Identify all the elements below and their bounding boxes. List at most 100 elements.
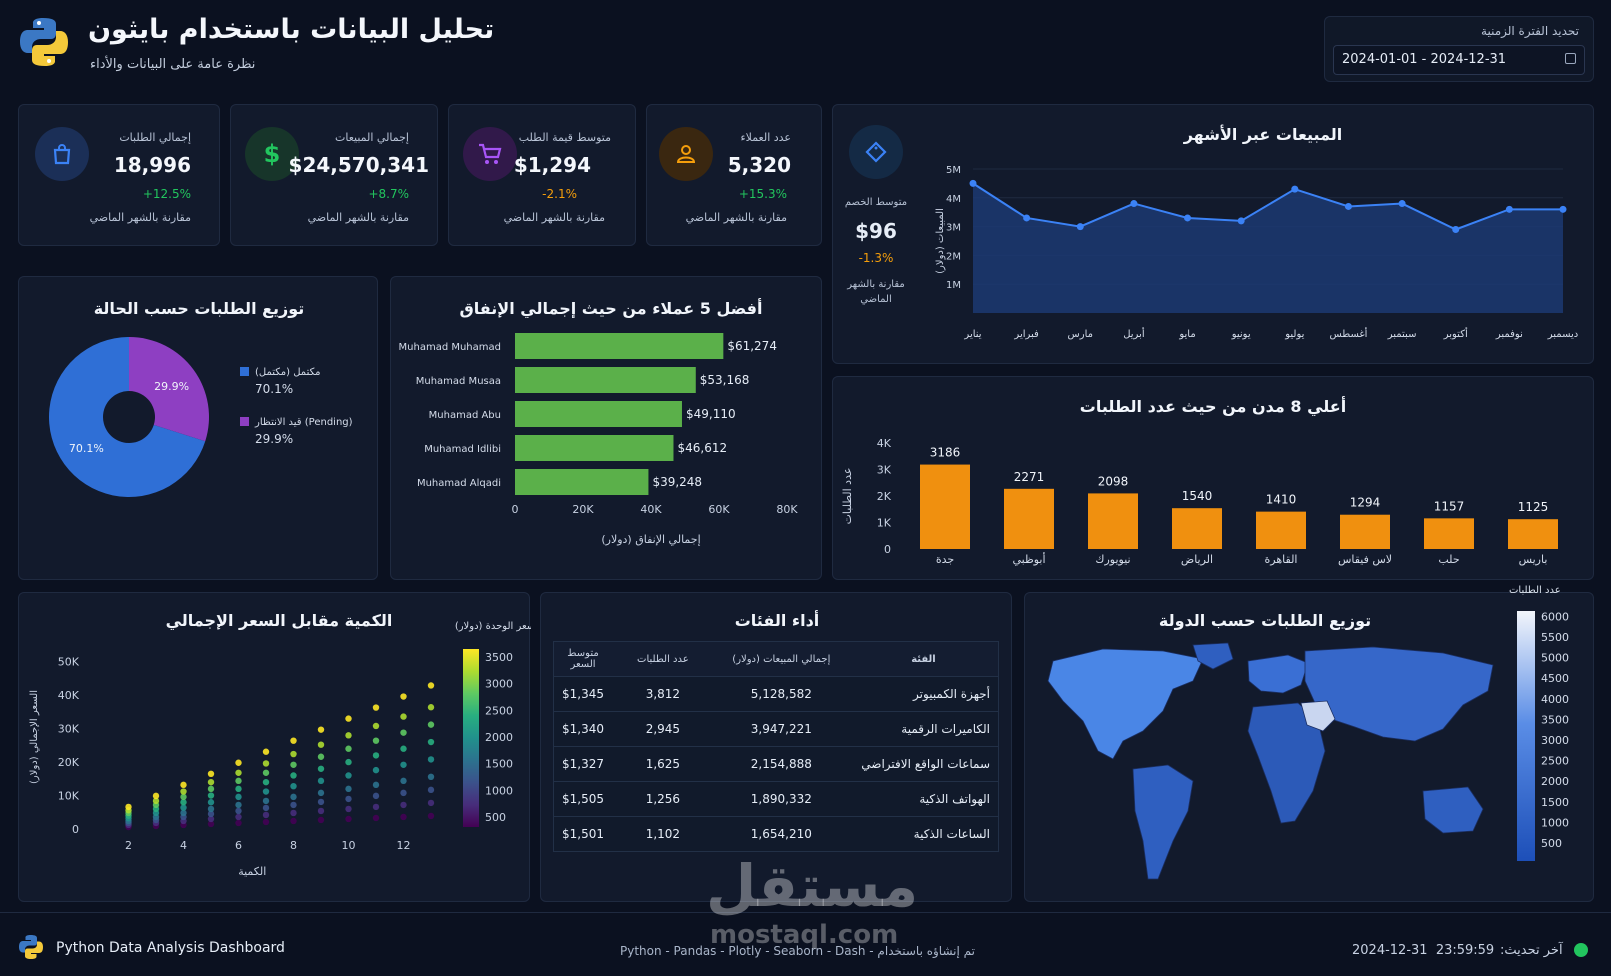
scatter-point	[180, 788, 187, 795]
kpi-label: إجمالي المبيعات	[334, 131, 409, 144]
chart-title: توزيع الطلبات حسب الدولة	[1158, 611, 1372, 630]
kpi-value: 18,996	[113, 153, 191, 177]
table-row[interactable]: الهواتف الذكية 1,890,332 1,256 $1,505	[553, 781, 999, 817]
chart-title: المبيعات عبر الأشهر	[1183, 125, 1343, 144]
y-tick-label: 10K	[58, 790, 80, 803]
colorbar-tick: 2500	[485, 704, 513, 717]
scatter-point	[372, 766, 380, 774]
kpi-comparison: مقارنة بالشهر الماضي	[503, 211, 605, 224]
cell-avg: $1,505	[553, 781, 612, 817]
footer-app-name: Python Data Analysis Dashboard	[56, 940, 285, 956]
scatter-point	[207, 805, 215, 813]
kpi-comparison: مقارنة بالشهر الماضي	[685, 211, 787, 224]
quantity-price-card: الكمية مقابل السعر الإجمالي 0 10K 20K 30K 40…	[18, 592, 531, 902]
x-tick-label: 40K	[640, 503, 662, 516]
discount-value: $96	[855, 219, 897, 243]
y-tick-label: 1K	[877, 517, 892, 530]
date-filter-panel: تحديد الفترة الزمنية 2024-01-01 - 2024-1…	[1324, 16, 1594, 82]
legend-value: 70.1%	[255, 382, 293, 396]
scatter-point	[180, 809, 187, 817]
x-tick-label: مايو	[1178, 329, 1195, 340]
scatter-point	[262, 778, 270, 786]
x-tick-label: جدة	[936, 553, 954, 566]
country-map-card: توزيع الطلبات حسب الدولة عدد الطلبات 500…	[1024, 585, 1594, 902]
scatter-point	[262, 748, 270, 755]
scatter-point	[372, 737, 380, 744]
greenland	[1192, 642, 1234, 670]
scatter-point	[262, 818, 270, 826]
value-label: 3186	[930, 446, 961, 460]
colorbar-tick: 5500	[1541, 631, 1569, 644]
cell-orders: 3,812	[612, 676, 714, 712]
data-point	[1184, 214, 1192, 222]
scatter-point	[372, 792, 380, 800]
scatter-point	[290, 809, 297, 817]
cell-avg: $1,501	[553, 816, 612, 852]
x-tick-label: القاهرة	[1265, 553, 1298, 566]
scatter-point	[235, 793, 242, 801]
scatter-point	[427, 721, 435, 728]
kpi-change: +8.7%	[368, 187, 409, 201]
scatter-point	[262, 804, 270, 812]
top-cities-chart: 0 1K 2K 3K 4K عدد الطلبات 3186 جدة 2271 أبوظبي 209…	[841, 437, 1558, 566]
scatter-point	[372, 781, 380, 789]
footer-divider	[0, 912, 1611, 913]
colorbar-tick: 3000	[485, 678, 513, 691]
y-tick-label: 2M	[946, 251, 961, 262]
kpi-value: 5,320	[727, 153, 791, 177]
scatter-point	[207, 792, 215, 799]
y-tick-label: 3K	[877, 464, 892, 477]
y-axis-label: السعر الإجمالي (دولار)	[29, 690, 40, 784]
calendar-icon[interactable]	[1565, 53, 1576, 64]
table-row[interactable]: الكاميرات الرقمية 3,947,221 2,945 $1,340	[553, 711, 999, 747]
scatter-point	[372, 803, 380, 811]
watermark-logo: مستقل	[706, 852, 919, 920]
x-axis-label: إجمالي الإنفاق (دولار)	[601, 533, 700, 546]
table-row[interactable]: أجهزة الكمبيوتر 5,128,582 3,812 $1,345	[553, 676, 999, 712]
category-label: Muhamad Alqadi	[417, 478, 501, 489]
kpi-change: +15.3%	[738, 187, 787, 201]
watermark-url: mostaql.com	[710, 920, 899, 950]
header-category: الفئة	[848, 641, 999, 677]
discount-change: -1.3%	[858, 251, 894, 265]
data-point	[1344, 202, 1352, 210]
y-tick-label: 20K	[58, 756, 80, 769]
top-cities-card: أعلي 8 مدن من حيث عدد الطلبات 0 1K 2K 3K 4K ع…	[832, 376, 1594, 580]
quantity-price-scatter: 0 10K 20K 30K 40K 50K 2 4 6 8 10 12 الكمية السعر الإج…	[29, 621, 531, 878]
y-tick-label: 5M	[946, 165, 961, 176]
scatter-point	[207, 799, 215, 806]
table-row[interactable]: سماعات الواقع الافتراضي 2,154,888 1,625 $1,…	[553, 746, 999, 782]
colorbar-tick: 6000	[1541, 610, 1569, 623]
colorbar-tick: 500	[485, 811, 506, 824]
y-tick-label: 50K	[58, 656, 80, 669]
scatter-point	[180, 781, 187, 789]
legend-swatch	[240, 367, 249, 376]
scatter-point	[290, 817, 297, 825]
scatter-point	[317, 753, 325, 760]
scatter-point	[152, 797, 160, 805]
scatter-point	[290, 772, 297, 779]
table-row[interactable]: الساعات الذكية 1,654,210 1,102 $1,501	[553, 816, 999, 852]
scatter-point	[345, 785, 352, 793]
x-tick-label: 10	[342, 839, 356, 852]
pie-slice	[129, 337, 209, 442]
category-label: Muhamad Musaa	[416, 376, 501, 387]
monthly-sales-chart: 1M 2M 3M 4M 5M المبيعات (دولار) يناير فبراير مار…	[935, 165, 1578, 340]
x-tick-label: أبوظبي	[1012, 552, 1045, 566]
scatter-point	[207, 820, 215, 828]
x-tick-label: 6	[235, 839, 242, 852]
data-point	[1291, 185, 1299, 193]
category-performance-card: أداء الفئات الفئة إجمالي المبيعات (دولار…	[540, 592, 1012, 902]
y-tick-label: 2K	[877, 490, 892, 503]
kpi-label: متوسط قيمة الطلب	[518, 131, 611, 144]
scatter-point	[152, 792, 160, 800]
order-status-pie: 70.1% مكتمل (مكتمل) 70.1% 29.9% قيد الانتظار…	[48, 337, 353, 497]
scatter-point	[290, 801, 297, 809]
date-range-input[interactable]: 2024-01-01 - 2024-12-31	[1333, 45, 1585, 75]
cell-orders: 1,102	[612, 816, 714, 852]
x-tick-label: 0	[512, 503, 519, 516]
value-label: $39,248	[652, 475, 702, 489]
kpi-comparison: مقارنة بالشهر الماضي	[307, 211, 409, 224]
asia	[1304, 646, 1494, 742]
scatter-point	[290, 737, 297, 744]
